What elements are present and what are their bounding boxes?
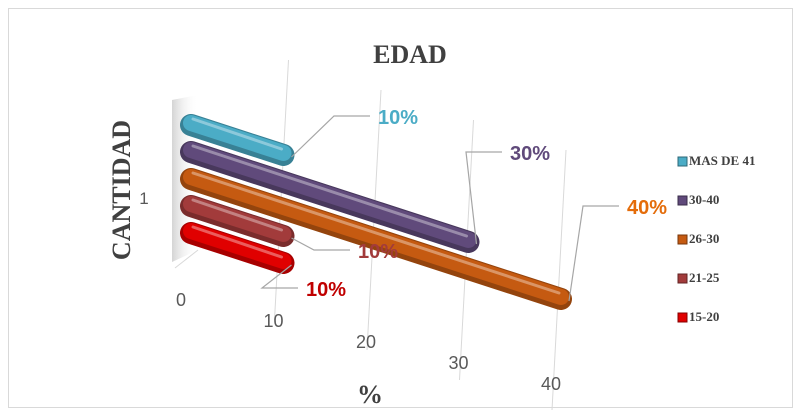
legend-entry: 15-20: [677, 309, 719, 324]
x-tick-labels: 0 10 20 30 40: [176, 290, 561, 394]
legend-entry: MAS DE 41: [677, 153, 755, 168]
bar-15-20: [180, 222, 295, 274]
leader-line: [568, 205, 619, 302]
legend-swatch: [677, 234, 688, 245]
data-label: 10%: [306, 279, 346, 301]
bars: [180, 114, 572, 310]
bar-30-40: [180, 141, 480, 253]
legend: MAS DE 41 30-40 26-30 21-25 15-20: [677, 153, 755, 324]
chart-container: [8, 8, 793, 408]
legend-swatch: [677, 312, 688, 323]
x-axis-label: %: [357, 380, 383, 409]
data-label: 10%: [358, 241, 398, 263]
data-label: 40%: [627, 197, 667, 219]
legend-label: 15-20: [689, 309, 719, 324]
legend-swatch: [677, 195, 688, 206]
legend-swatch: [677, 273, 688, 284]
bar-highlight: [191, 198, 283, 232]
legend-swatch: [677, 156, 688, 167]
bar-face: [183, 223, 292, 269]
legend-entry: 26-30: [677, 231, 719, 246]
x-tick-label: 10: [263, 311, 283, 331]
legend-label: 26-30: [689, 231, 719, 246]
legend-entry: 21-25: [677, 270, 720, 285]
x-tick-label: 30: [448, 353, 468, 373]
bar-highlight: [191, 144, 468, 238]
y-axis-label: CANTIDAD: [107, 120, 136, 260]
gridline: [551, 149, 567, 411]
bar-face: [183, 196, 292, 242]
bar-face: [183, 142, 477, 248]
leader-line: [291, 237, 350, 251]
chart-title: EDAD: [373, 40, 447, 69]
legend-label: 21-25: [689, 270, 720, 285]
y-tick-label: 1: [139, 189, 148, 208]
data-labels: 10% 30% 40% 10% 10%: [260, 107, 667, 302]
legend-label: 30-40: [689, 192, 719, 207]
legend-label: MAS DE 41: [689, 153, 755, 168]
bar-highlight: [191, 225, 283, 259]
bar-21-25: [180, 195, 295, 247]
bar-face: [183, 115, 292, 161]
bar-MAS DE 41: [180, 114, 295, 166]
bar-highlight: [191, 171, 561, 295]
legend-entry: 30-40: [677, 192, 719, 207]
bar-face: [183, 169, 569, 305]
leader-line: [291, 115, 370, 158]
bar-26-30: [180, 168, 572, 310]
leader-line: [260, 264, 298, 289]
x-tick-label: 40: [541, 374, 561, 394]
gridline: [174, 249, 199, 269]
x-tick-label: 0: [176, 290, 186, 310]
data-label: 10%: [378, 107, 418, 129]
x-tick-label: 20: [356, 332, 376, 352]
bar-highlight: [191, 117, 283, 151]
data-label: 30%: [510, 143, 550, 165]
leader-line: [465, 151, 502, 245]
